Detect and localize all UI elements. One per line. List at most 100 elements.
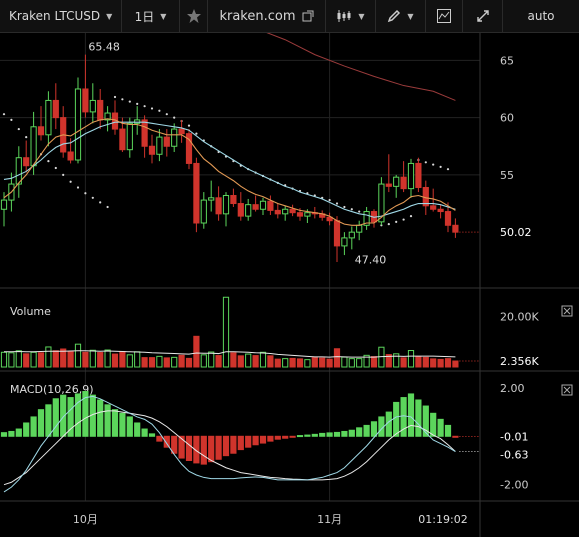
sar-dot [432,163,435,166]
volume-bar [237,355,244,368]
interval-selector[interactable]: 1日 ▼ [122,0,180,32]
volume-bar [341,356,348,368]
macd-histogram-bar [237,435,244,451]
price-tick-label: 55 [500,169,514,182]
indicators-button[interactable] [426,0,463,32]
macd-histogram-bar [15,428,22,437]
volume-bar [252,355,259,368]
sar-dot [143,105,146,108]
volume-bar [363,354,370,368]
chevron-down-icon: ▼ [160,11,167,21]
volume-bar [15,350,22,368]
macd-histogram-bar [222,435,230,457]
candle-body [259,200,267,210]
macd-tick-label: 2.00 [500,382,525,395]
candle-body [74,88,82,161]
macd-histogram-bar [30,416,37,437]
macd-histogram-bar [407,393,415,437]
chart-type-button[interactable]: ▼ [326,0,376,32]
axis-layer: 65 60 55 50.02 20.00K 2.356K 2.00 -2.00 -0.01 -0.… [0,33,579,537]
auto-label: auto [527,9,555,23]
macd-histogram-bar [111,409,119,437]
candle-body [171,128,178,147]
macd-histogram-bar [52,398,59,437]
sar-dot [69,180,72,183]
macd-histogram-bar [193,435,200,464]
macd-histogram-bar [370,421,378,437]
candle-body [452,224,459,233]
candle-body [23,157,30,167]
chevron-down-icon: ▼ [106,11,113,21]
volume-bar [134,351,141,368]
fullscreen-button[interactable] [463,0,503,32]
symbol-selector[interactable]: Kraken LTCUSD ▼ [0,0,122,32]
ma-fast-line [3,118,456,226]
candle-body [52,99,59,119]
candle-body [230,195,237,205]
volume-bar [0,351,8,368]
candle-body [119,128,126,151]
volume-bar [245,353,252,368]
volume-bar [259,351,267,368]
price-extreme-label: 47.40 [355,253,387,266]
candle-body [363,211,370,226]
volume-bar [111,353,119,368]
time-tick-label: 10月 [73,513,98,526]
sar-dot [387,223,390,226]
macd-histogram-bar [67,397,74,437]
volume-bar [452,360,459,368]
ma-slow-line [3,121,456,218]
sar-dot [25,135,28,139]
volume-bar [8,352,15,368]
candle-body [237,203,244,217]
candle-body [156,136,163,155]
sar-dot [99,201,102,204]
candle-body [208,197,215,201]
candle-body [215,197,222,215]
scale-auto-button[interactable]: auto [503,0,579,32]
macd-histogram-bar [333,431,341,437]
site-link[interactable]: kraken.com [208,0,326,32]
volume-bar [30,351,37,368]
volume-bar [141,357,148,368]
macd-tick-label: -2.00 [500,479,528,492]
volume-bar [215,355,222,368]
macd-label: MACD(10,26,9) [10,383,94,396]
star-icon [186,9,201,23]
price-tick-label: 65 [500,54,514,67]
volume-ma-line [4,350,456,358]
macd-histogram-bar [215,435,222,460]
macd-histogram-bar [104,404,111,437]
candle-body [97,99,104,121]
drawing-tools-button[interactable]: ▼ [376,0,426,32]
macd-histogram-bar [259,435,267,444]
macd-histogram-bar [415,399,422,437]
macd-histogram-bar [444,424,452,437]
current-time-label: 01:19:02 [418,513,467,526]
chart: 65.48 47.40 Volume MACD(10,26,9) 65 60 55 50… [0,33,579,537]
macd-histogram-bar [296,435,304,438]
sar-dot [424,161,427,164]
volume-bar [326,358,333,368]
candle-body [282,208,289,215]
candle-body [15,157,22,185]
sar-dot [165,113,168,116]
favorite-button[interactable] [180,0,208,32]
volume-bar [444,358,452,368]
macd-histogram-bar [274,435,281,440]
volume-bar [430,358,437,368]
volume-bar [370,356,378,368]
sar-dot [350,208,353,211]
volume-bar [37,352,45,368]
candle-body [356,224,363,233]
volume-bar [163,357,170,368]
macd-histogram-bar [430,412,437,437]
macd-histogram-bar [97,399,104,437]
volume-bar [296,358,304,368]
candle-body [200,199,207,224]
macd-histogram-bar [245,435,252,448]
macd-histogram-bar [45,404,52,437]
macd-pane: MACD(10,26,9) [0,383,480,493]
sar-dot [106,205,109,209]
sar-dot [439,165,442,168]
